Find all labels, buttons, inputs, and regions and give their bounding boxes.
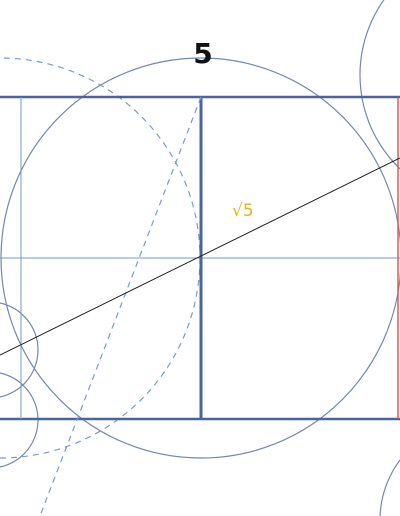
- top-right-circle: [359, 0, 400, 170]
- bottom-right-circle: [379, 459, 400, 516]
- center-diagonal: [0, 157, 400, 356]
- dashed-diagonal: [39, 96, 202, 516]
- sqrt-five-label: √5: [232, 201, 254, 221]
- diagram-title: 5: [193, 37, 213, 70]
- left-small-circle: [0, 302, 39, 398]
